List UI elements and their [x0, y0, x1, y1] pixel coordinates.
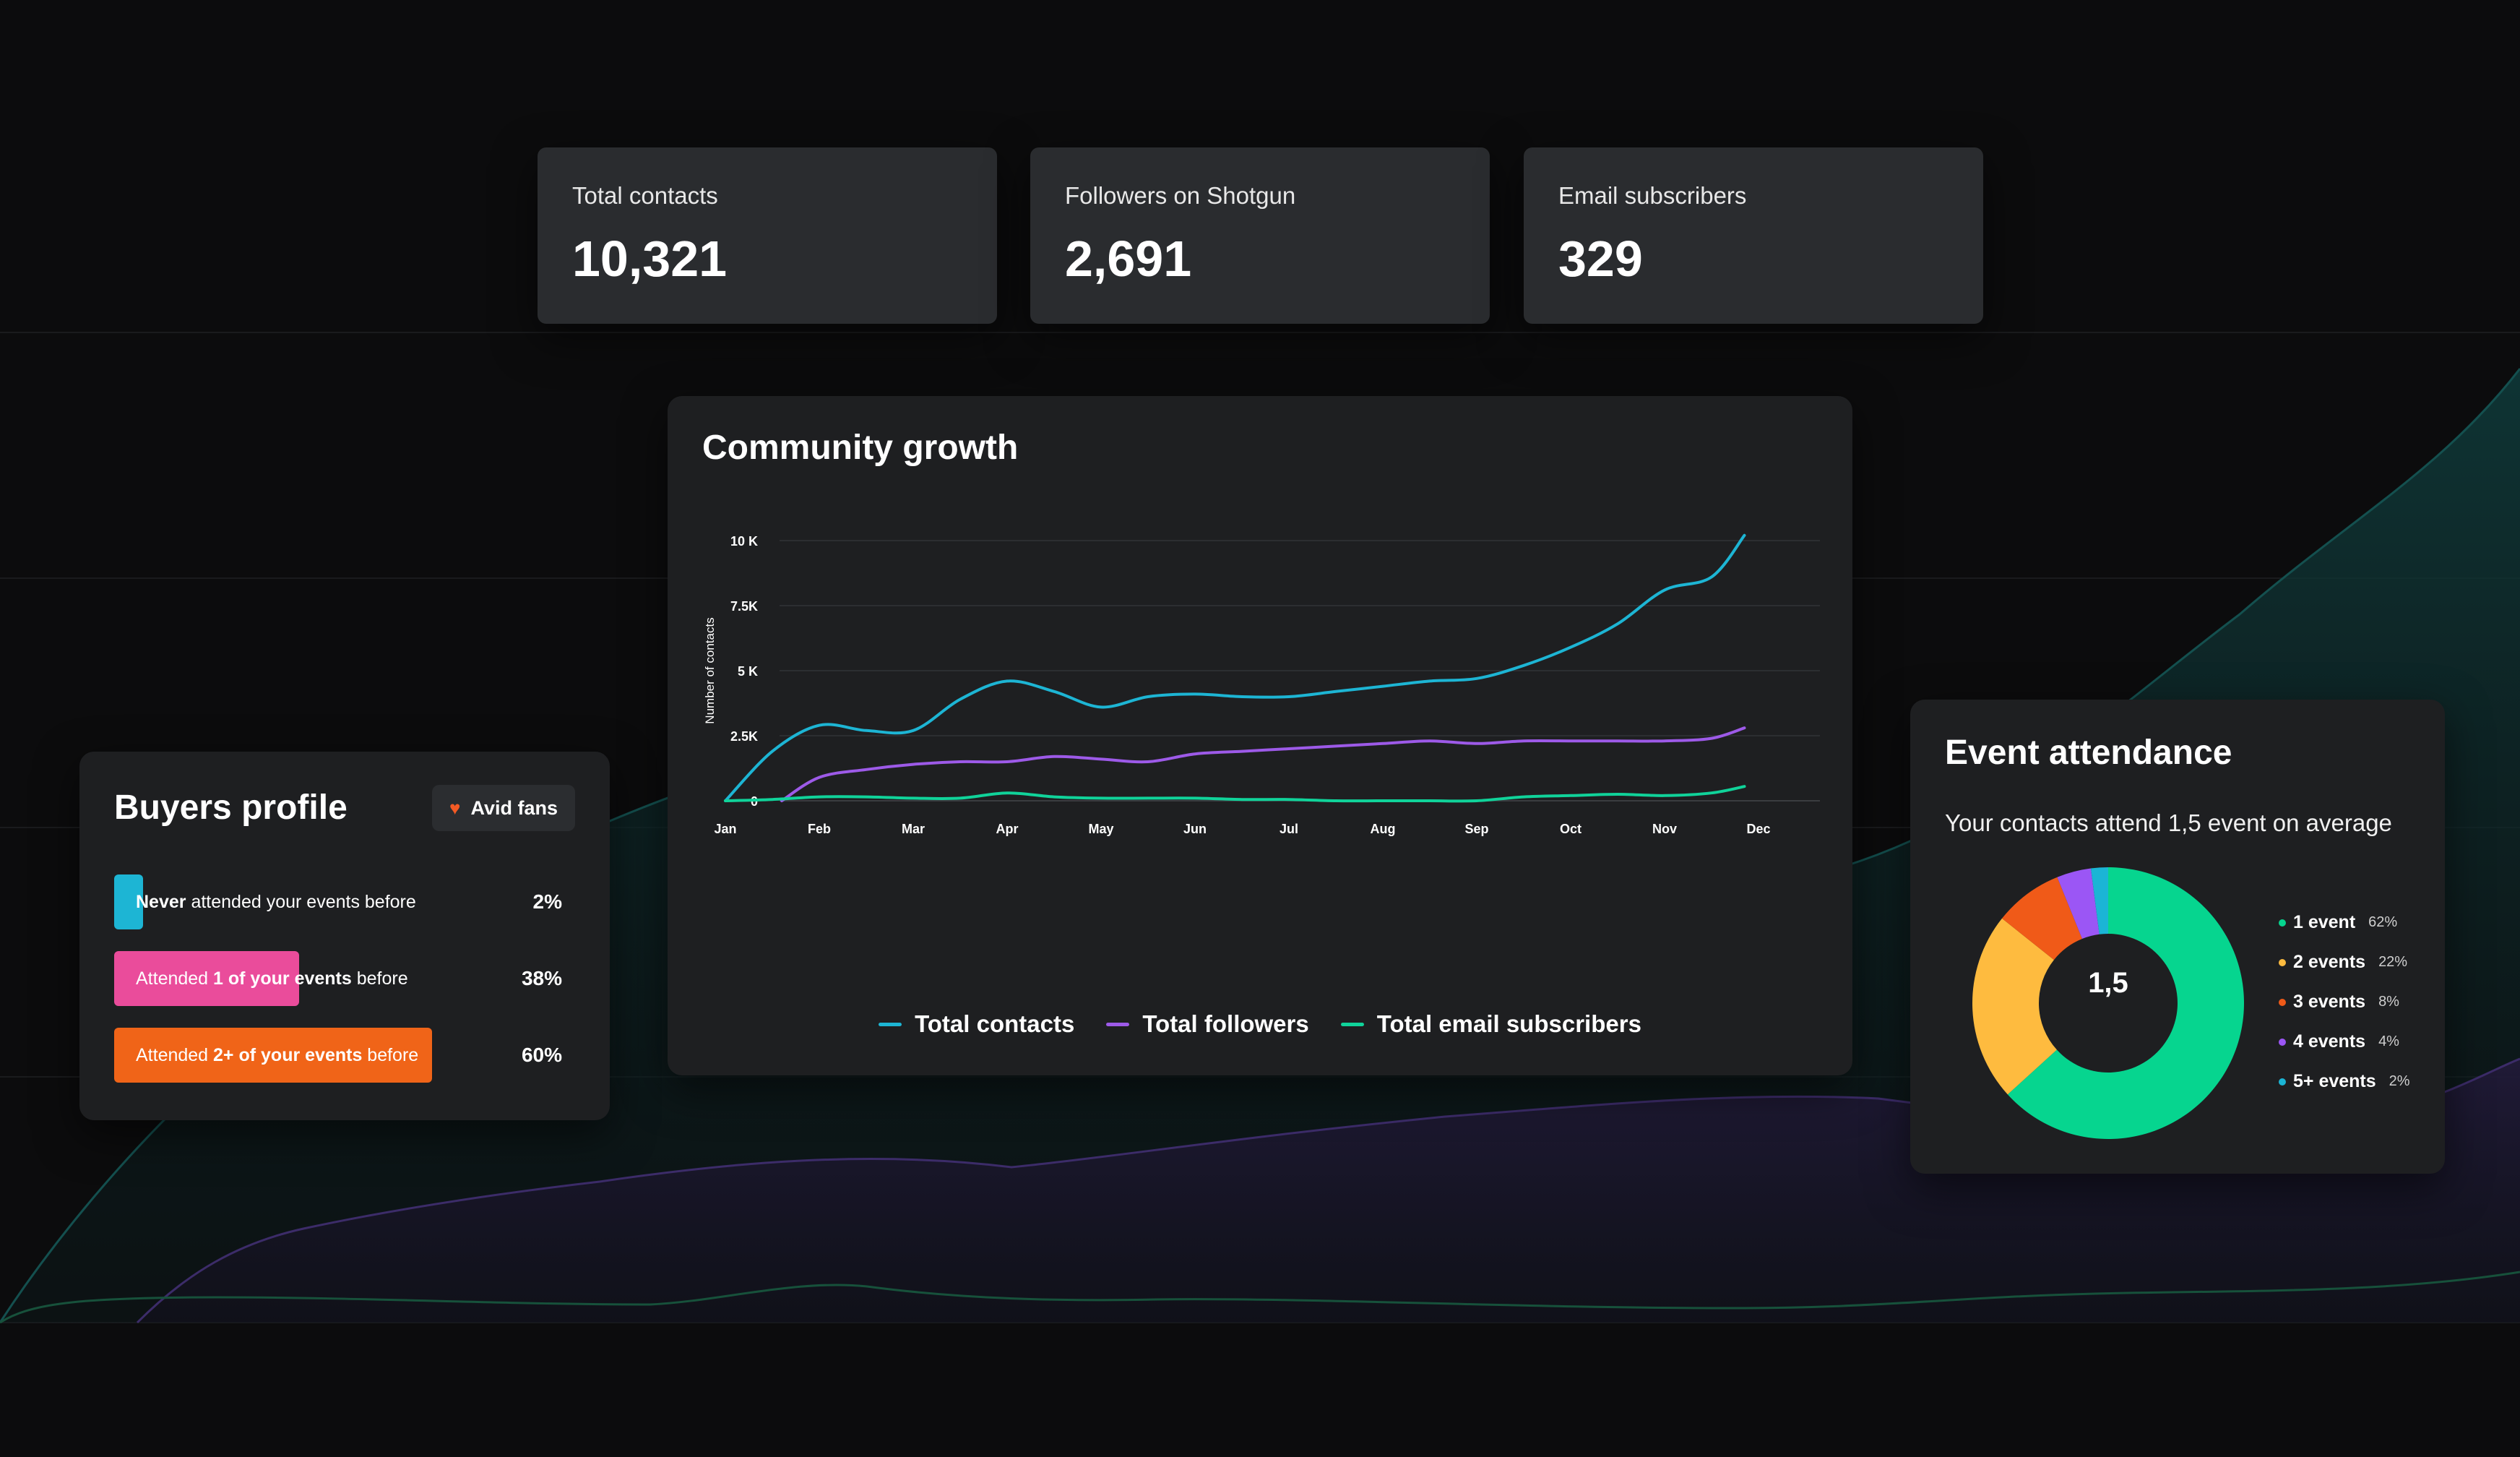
- stat-label: Email subscribers: [1558, 182, 1747, 209]
- event-attendance-subtitle: Your contacts attend 1,5 event on averag…: [1945, 809, 2392, 836]
- buyer-label-text: attended your events before: [186, 892, 416, 912]
- legend-item-2-events[interactable]: 2 events 22%: [2279, 952, 2407, 973]
- buyer-label-text: Attended: [136, 968, 214, 989]
- buyer-percent: 60%: [521, 1044, 562, 1066]
- legend-dot: [2279, 919, 2286, 927]
- x-tick-label: Feb: [808, 822, 831, 836]
- x-tick-label: Oct: [1560, 822, 1582, 836]
- legend-item-1-event[interactable]: 1 event 62%: [2279, 912, 2397, 933]
- legend-swatch: [1340, 1022, 1364, 1026]
- avid-fans-badge[interactable]: ♥ Avid fans: [432, 785, 575, 831]
- chart-legend: Total contacts Total followers Total ema…: [668, 1010, 1852, 1038]
- buyer-percent: 38%: [521, 967, 562, 989]
- legend-dot: [2279, 958, 2286, 966]
- buyers-profile-card: Buyers profile ♥ Avid fans Never attende…: [79, 752, 610, 1120]
- card-title: Community growth: [702, 429, 1019, 467]
- y-tick-label: 10 K: [730, 534, 758, 549]
- buyer-label-bold: 2+ of your events: [213, 1045, 363, 1065]
- buyer-label-bold: Never: [136, 892, 186, 912]
- buyer-percent: 2%: [532, 890, 562, 913]
- x-tick-label: Sep: [1464, 822, 1488, 836]
- buyer-label-space: [290, 968, 295, 989]
- legend-dot: [2279, 1038, 2286, 1046]
- stat-card-followers: Followers on Shotgun 2,691: [1030, 147, 1490, 324]
- legend-dot: [2279, 1078, 2286, 1086]
- legend-item-4-events[interactable]: 4 events 4%: [2279, 1031, 2399, 1052]
- y-axis-title: Number of contacts: [703, 617, 717, 723]
- legend-swatch: [1106, 1022, 1130, 1026]
- y-tick-label: 5 K: [738, 664, 758, 679]
- donut-segment-0[interactable]: [2007, 867, 2244, 1139]
- stat-card-total-contacts: Total contacts 10,321: [538, 147, 997, 324]
- y-tick-label: 7.5K: [730, 599, 758, 614]
- donut-segment-2[interactable]: [2002, 877, 2082, 960]
- legend-item-5-plus-events[interactable]: 5+ events 2%: [2279, 1071, 2410, 1092]
- stat-label: Total contacts: [572, 182, 718, 209]
- buyer-label: Attended 2+ of your events before: [136, 1028, 418, 1083]
- buyer-label-text: Attended: [136, 1045, 214, 1065]
- card-title: Event attendance: [1945, 734, 2232, 772]
- series-line-0: [724, 533, 1746, 802]
- buyer-bar: [114, 874, 143, 929]
- x-tick-label: Jul: [1280, 822, 1298, 836]
- heart-icon: ♥: [449, 796, 461, 819]
- legend-label: 1 event: [2293, 912, 2356, 932]
- card-title: Buyers profile: [114, 788, 348, 827]
- buyer-bar: [114, 951, 299, 1006]
- badge-label: Avid fans: [470, 796, 558, 819]
- buyer-label-text-end: before: [362, 1045, 419, 1065]
- buyer-bar: [114, 1028, 432, 1083]
- series-line-1: [780, 726, 1746, 802]
- attendance-donut-chart: [1972, 867, 2244, 1139]
- legend-percent: 2%: [2389, 1073, 2410, 1089]
- community-growth-card: Community growth 0 2.5K 5 K 7.5K 10 K Jan Feb M…: [668, 396, 1852, 1075]
- buyer-label-bold-2: events: [294, 968, 352, 989]
- x-tick-label: May: [1088, 822, 1113, 836]
- legend-label: 2 events: [2293, 952, 2366, 972]
- series-line-2: [724, 785, 1746, 803]
- stat-value: 10,321: [572, 231, 728, 287]
- legend-label: 3 events: [2293, 992, 2366, 1012]
- x-tick-label: Jun: [1183, 822, 1207, 836]
- stat-label: Followers on Shotgun: [1065, 182, 1296, 209]
- buyer-label: Attended 1 of your events before: [136, 951, 408, 1006]
- legend-item-total-followers[interactable]: Total followers: [1106, 1010, 1309, 1038]
- stat-value: 2,691: [1065, 231, 1192, 287]
- donut-segment-3[interactable]: [2057, 868, 2100, 940]
- x-tick-label: Jan: [714, 822, 736, 836]
- legend-percent: 4%: [2378, 1033, 2399, 1049]
- x-tick-label: Nov: [1652, 822, 1677, 836]
- stat-card-email-subscribers: Email subscribers 329: [1524, 147, 1983, 324]
- legend-item-3-events[interactable]: 3 events 8%: [2279, 992, 2399, 1013]
- donut-center-value: 1,5: [2088, 967, 2128, 999]
- x-tick-label: Aug: [1371, 822, 1396, 836]
- legend-percent: 62%: [2368, 914, 2398, 930]
- legend-item-total-email-subscribers[interactable]: Total email subscribers: [1340, 1010, 1641, 1038]
- x-tick-label: Apr: [996, 822, 1019, 836]
- legend-label: 4 events: [2293, 1031, 2366, 1052]
- buyer-row-never: Never attended your events before 2%: [114, 874, 562, 929]
- donut-segment-4[interactable]: [2090, 867, 2108, 934]
- legend-label: Total followers: [1142, 1010, 1309, 1037]
- buyer-label: Never attended your events before: [136, 874, 416, 929]
- stat-value: 329: [1558, 231, 1643, 287]
- legend-dot: [2279, 998, 2286, 1006]
- legend-item-total-contacts[interactable]: Total contacts: [879, 1010, 1074, 1038]
- legend-label: 5+ events: [2293, 1071, 2376, 1091]
- buyer-row-two-plus-events: Attended 2+ of your events before 60%: [114, 1028, 562, 1083]
- legend-percent: 8%: [2378, 994, 2399, 1010]
- buyer-label-text-end: before: [351, 968, 408, 989]
- x-tick-label: Mar: [902, 822, 925, 836]
- buyer-label-bold: 1 of your: [213, 968, 290, 989]
- donut-segment-1[interactable]: [1972, 918, 2057, 1095]
- legend-label: Total email subscribers: [1376, 1010, 1641, 1037]
- legend-swatch: [879, 1022, 902, 1026]
- y-tick-label: 2.5K: [730, 729, 758, 744]
- legend-percent: 22%: [2378, 954, 2408, 970]
- buyer-row-one-event: Attended 1 of your events before 38%: [114, 951, 562, 1006]
- x-tick-label: Dec: [1746, 822, 1770, 836]
- legend-label: Total contacts: [915, 1010, 1075, 1037]
